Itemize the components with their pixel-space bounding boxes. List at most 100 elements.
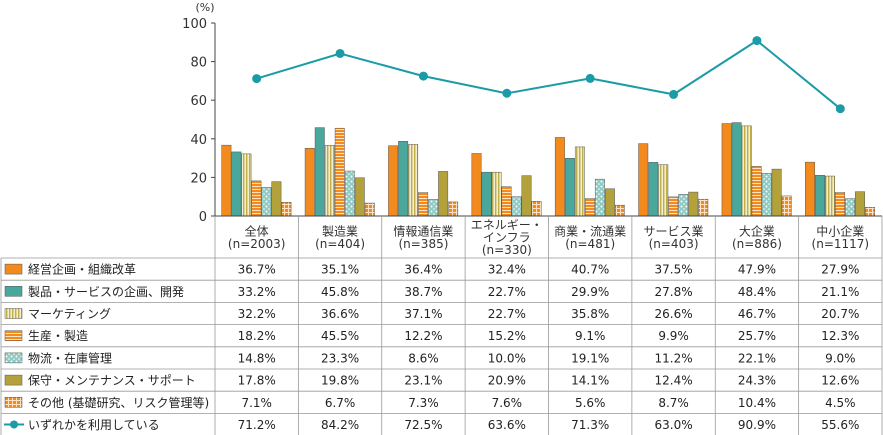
cell-value: 8.7% (658, 396, 689, 410)
cell-value: 20.9% (488, 374, 526, 388)
bar (388, 145, 399, 217)
bar (231, 151, 242, 217)
row-label: 生産・製造 (28, 328, 88, 343)
category-label: (n=403) (649, 237, 699, 251)
category-label: (n=404) (315, 237, 365, 251)
series-line (256, 39, 841, 110)
cell-value: 22.7% (488, 307, 526, 321)
bar (594, 178, 605, 217)
cell-value: 37.1% (404, 307, 442, 321)
bar (438, 171, 449, 217)
bar (658, 164, 669, 217)
cell-value: 40.7% (571, 263, 609, 277)
bar (688, 191, 699, 217)
cell-value: 9.9% (658, 329, 689, 343)
cell-value: 21.1% (821, 285, 859, 299)
bar (448, 201, 459, 217)
bar (354, 177, 365, 217)
bar (771, 168, 782, 217)
cell-value: 10.4% (738, 396, 776, 410)
row-label: 製品・サービスの企画、開発 (28, 284, 184, 299)
bar (731, 122, 742, 217)
category-label: 情報通信業 (393, 224, 453, 238)
cell-value: 27.9% (821, 263, 859, 277)
cell-value: 71.2% (238, 418, 276, 432)
line-point (335, 48, 345, 58)
cell-value: 45.5% (321, 329, 359, 343)
bar (314, 127, 325, 217)
bar (471, 153, 482, 217)
legend-swatch (4, 330, 23, 341)
bar (251, 180, 262, 217)
cell-value: 47.9% (738, 263, 776, 277)
cell-value: 22.1% (738, 351, 776, 365)
cell-value: 12.3% (821, 329, 859, 343)
category-label: (n=481) (565, 237, 615, 251)
category-label: (n=2003) (228, 237, 286, 251)
cell-value: 46.7% (738, 307, 776, 321)
category-label: 商業・流通業 (554, 223, 626, 238)
cell-value: 19.1% (571, 351, 609, 365)
line-point (418, 71, 428, 81)
row-label: 保守・メンテナンス・サポート (28, 374, 196, 388)
cell-value: 10.0% (488, 351, 526, 365)
cell-value: 37.5% (655, 263, 693, 277)
cell-value: 35.1% (321, 263, 359, 277)
bar (554, 137, 565, 217)
cell-value: 12.6% (821, 374, 859, 388)
line-point (502, 88, 512, 98)
row-label: 経営企画・組織改革 (28, 262, 136, 277)
row-label: 物流・在庫管理 (28, 350, 112, 365)
cell-value: 48.4% (738, 285, 776, 299)
legend-swatch (4, 352, 23, 364)
legend-swatch (4, 308, 23, 319)
category-label: 製造業 (322, 224, 358, 238)
bar (604, 188, 615, 217)
cell-value: 24.3% (738, 374, 776, 388)
cell-value: 84.2% (321, 418, 359, 432)
bar (521, 175, 532, 217)
bar (805, 161, 815, 217)
y-tick-label: 60 (190, 94, 207, 109)
bar (261, 187, 272, 217)
bar (334, 127, 345, 217)
cell-value: 36.4% (404, 263, 442, 277)
cell-value: 5.6% (575, 396, 606, 410)
bar (481, 171, 492, 217)
y-tick-label: 80 (190, 56, 207, 71)
line-point (835, 104, 845, 114)
bar (721, 123, 732, 217)
bar (491, 171, 502, 217)
cell-value: 20.7% (821, 307, 859, 321)
y-tick-label: 20 (190, 171, 207, 186)
line-point (252, 74, 262, 84)
bar (241, 153, 252, 217)
bar (324, 145, 335, 217)
category-label: (n=385) (398, 237, 448, 251)
legend-swatch (4, 286, 23, 297)
line-point (752, 36, 762, 46)
cell-value: 4.5% (825, 396, 856, 410)
bar (398, 141, 409, 217)
cell-value: 36.7% (238, 263, 276, 277)
cell-value: 18.2% (238, 329, 276, 343)
cell-value: 14.1% (571, 374, 609, 388)
bar (418, 192, 429, 217)
bar (845, 198, 855, 217)
cell-value: 45.8% (321, 285, 359, 299)
bar (271, 181, 282, 217)
bar (815, 175, 825, 217)
bar (638, 143, 649, 217)
cell-value: 32.4% (488, 263, 526, 277)
cell-value: 55.6% (821, 418, 859, 432)
bar (364, 202, 375, 217)
cell-value: 8.6% (408, 351, 439, 365)
cell-value: 12.2% (404, 329, 442, 343)
bar (501, 186, 512, 217)
row-label: いずれかを利用している (28, 418, 160, 432)
y-tick-label: 100 (182, 17, 207, 32)
plot-area: 0 20 40 60 80 100 (%) (182, 1, 882, 225)
cell-value: 32.2% (238, 307, 276, 321)
cell-value: 17.8% (238, 374, 276, 388)
cell-value: 7.1% (241, 396, 272, 410)
